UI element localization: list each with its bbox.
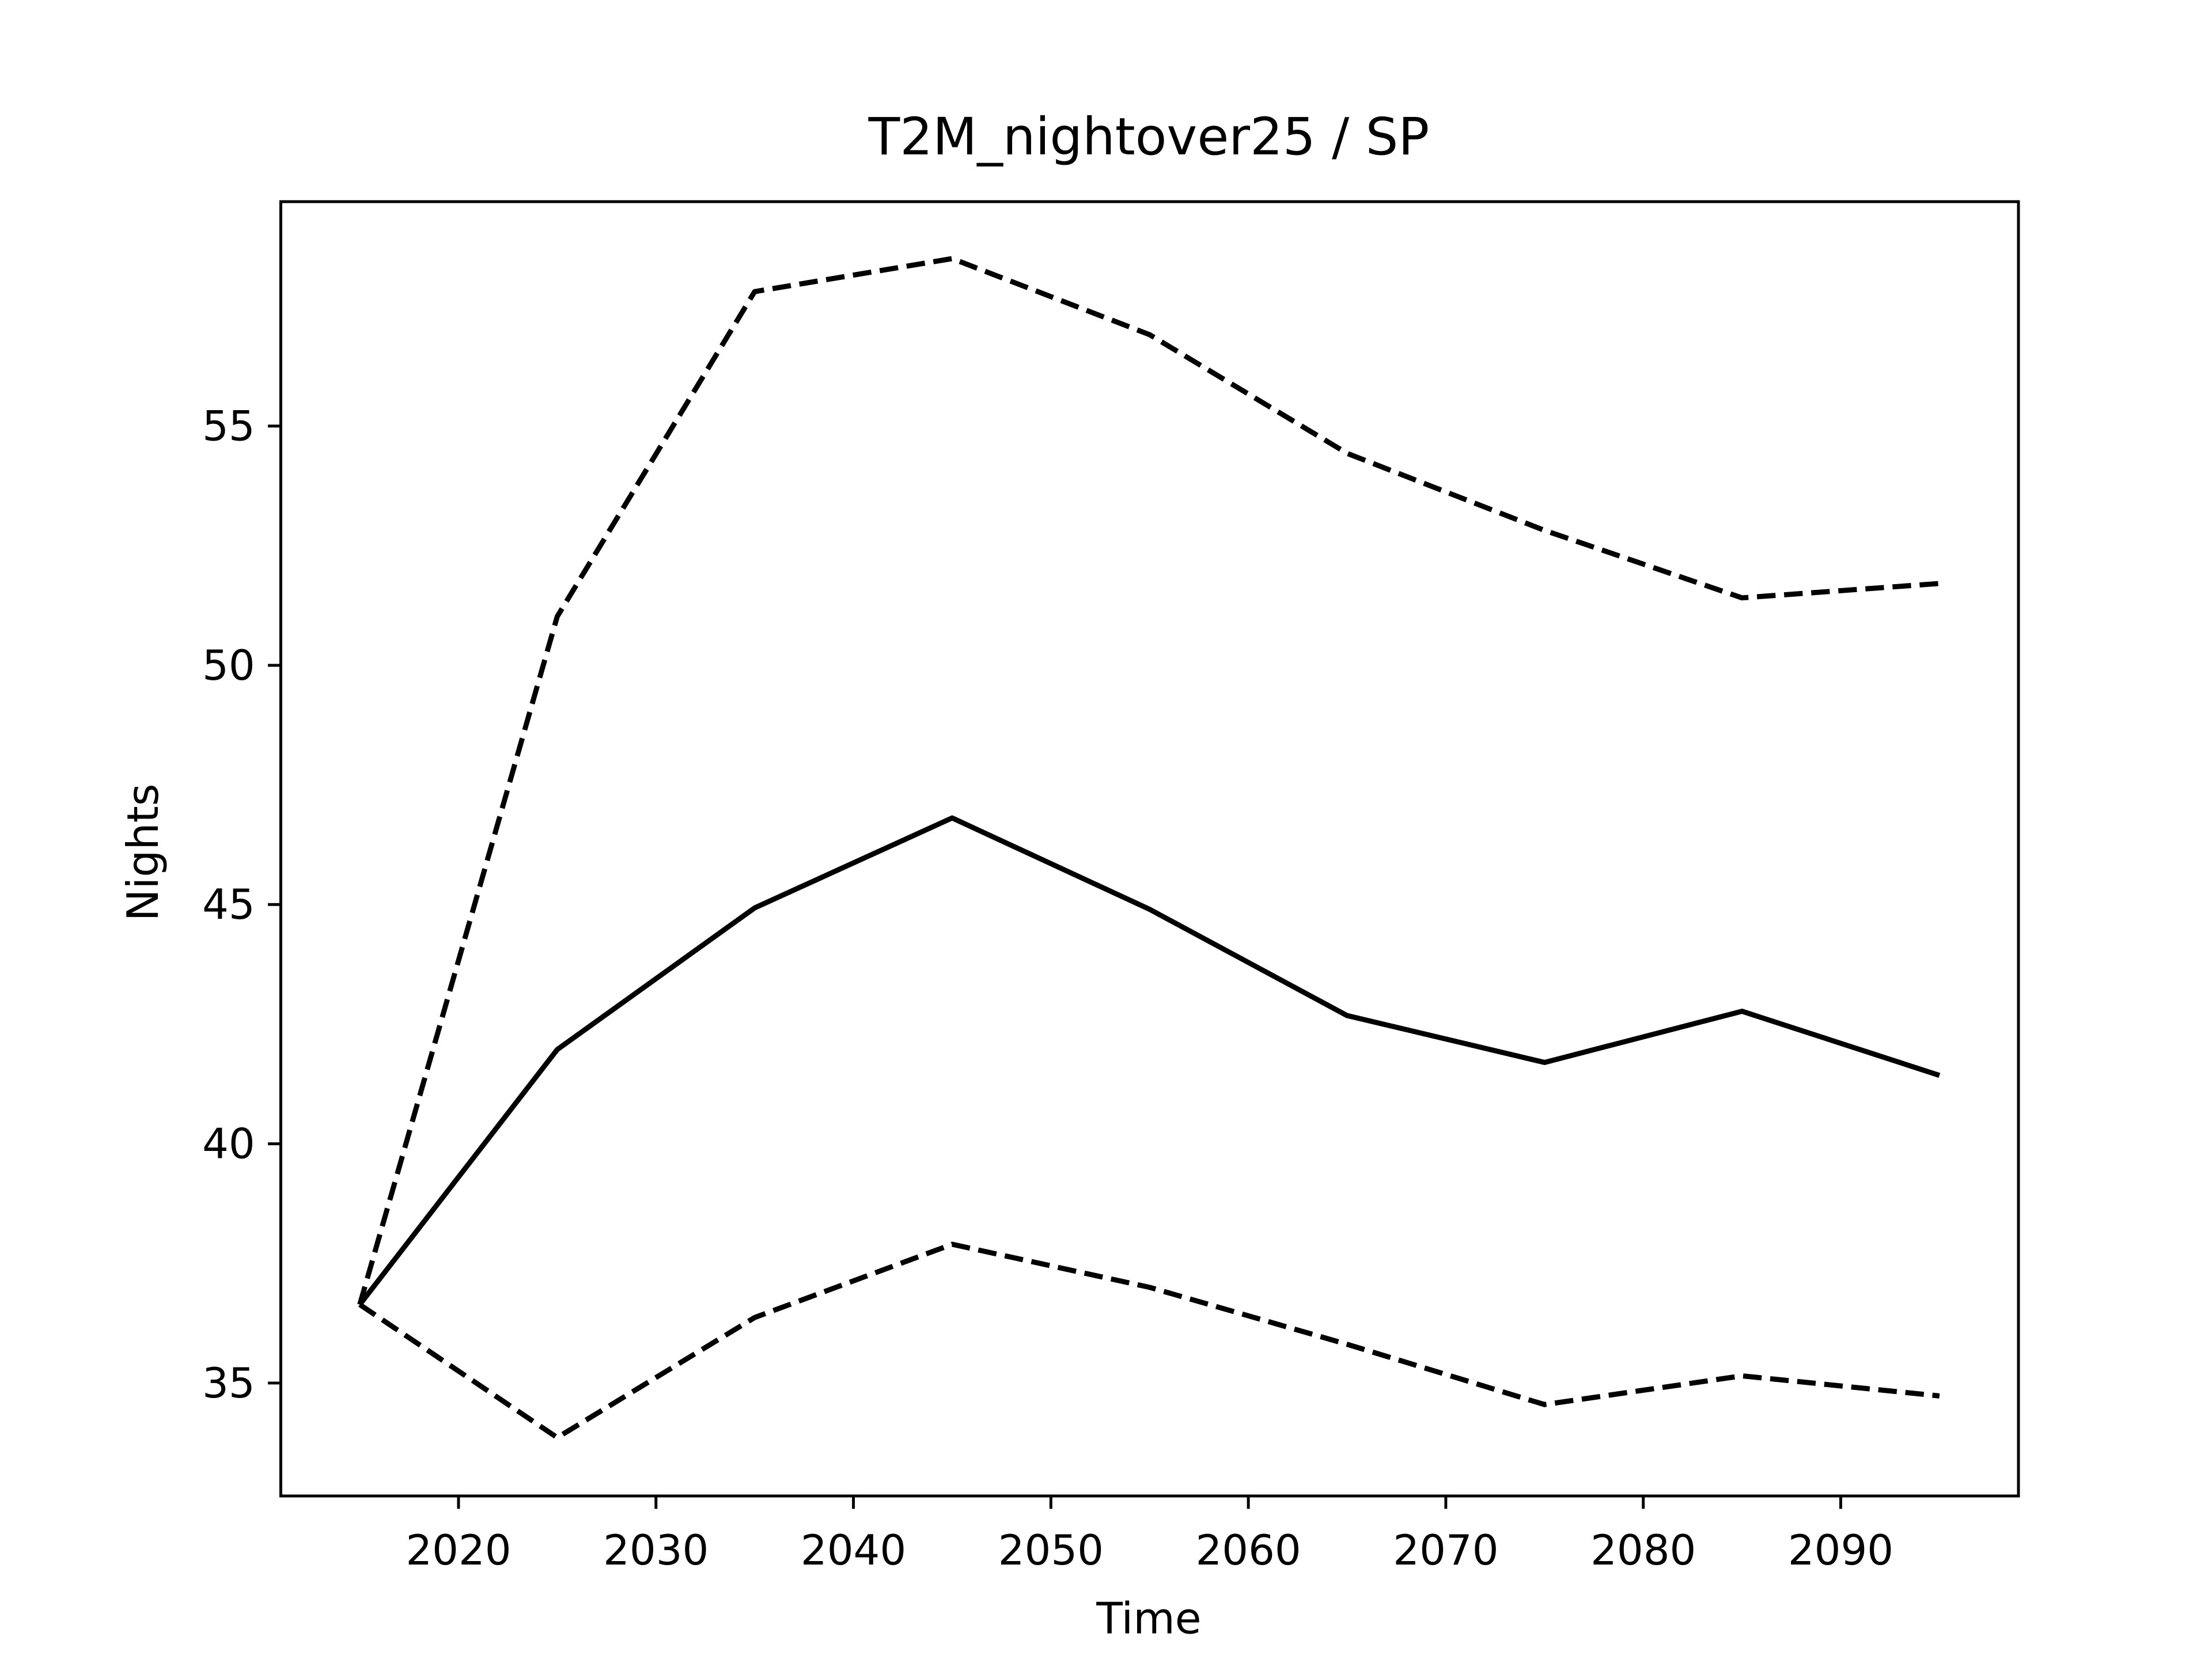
series-line — [358, 815, 1941, 1306]
x-tick-label: 2030 — [603, 1526, 709, 1574]
y-tick-label: 45 — [202, 880, 255, 929]
x-tick-label: 2050 — [998, 1526, 1104, 1574]
series-line — [357, 256, 1940, 1305]
chart-title: T2M_nightover25 / SP — [868, 107, 1430, 167]
y-tick-label: 35 — [202, 1359, 255, 1407]
x-tick-label: 2070 — [1393, 1526, 1498, 1574]
y-tick-label: 50 — [202, 641, 255, 690]
x-axis-label: Time — [1096, 1593, 1201, 1643]
x-tick-label: 2090 — [1788, 1526, 1893, 1574]
x-tick-label: 2020 — [406, 1526, 511, 1574]
series-line — [358, 1241, 1940, 1441]
x-tick-label: 2060 — [1196, 1526, 1301, 1574]
x-tick-label: 2080 — [1590, 1526, 1696, 1574]
y-axis-label: Nights — [118, 783, 168, 921]
y-tick-label: 40 — [202, 1119, 255, 1168]
plot-frame — [279, 200, 2020, 1498]
x-tick-label: 2040 — [801, 1526, 906, 1574]
y-tick-label: 55 — [202, 402, 255, 450]
